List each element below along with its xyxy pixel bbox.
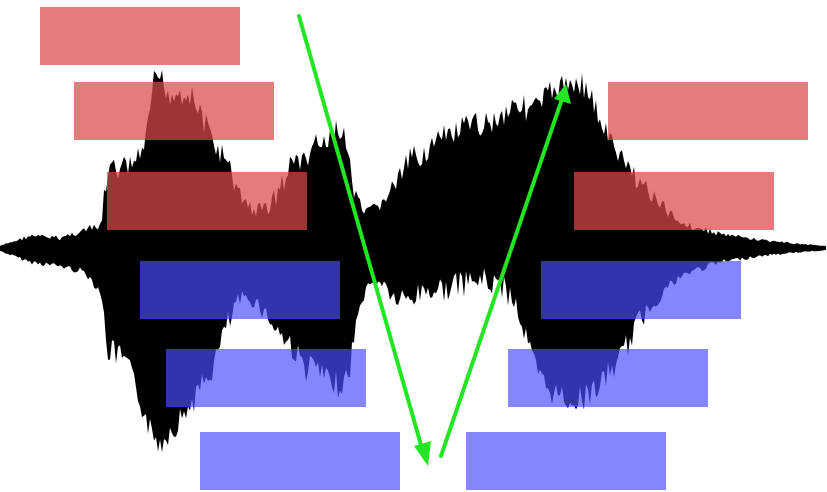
arrow-down-head xyxy=(414,441,431,466)
upper-box-3 xyxy=(107,172,307,230)
upper-box-1 xyxy=(40,7,240,65)
upper-box-5 xyxy=(574,172,774,230)
arrow-up-head xyxy=(554,84,571,104)
lower-box-4 xyxy=(541,261,741,319)
lower-box-2 xyxy=(166,349,366,407)
arrow-down-line xyxy=(297,14,425,454)
arrow-up-line xyxy=(439,94,565,458)
lower-box-5 xyxy=(508,349,708,407)
segment-boxes xyxy=(40,7,808,490)
arrows xyxy=(297,14,571,466)
lower-box-3 xyxy=(200,432,400,490)
lower-box-1 xyxy=(140,261,340,319)
lower-box-6 xyxy=(466,432,666,490)
upper-box-4 xyxy=(608,82,808,140)
upper-box-2 xyxy=(74,82,274,140)
